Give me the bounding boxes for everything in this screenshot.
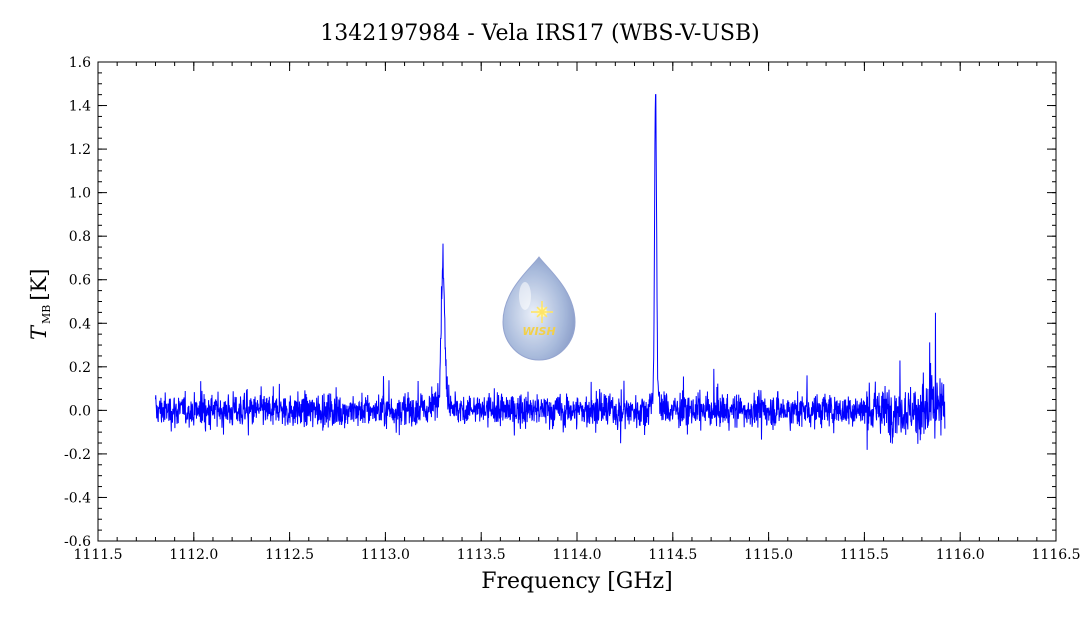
logo-star-ray (541, 311, 548, 318)
y-tick-label: 0.6 (69, 273, 91, 289)
y-axis-subscript: MB (40, 305, 53, 324)
y-axis-symbol: T (27, 324, 51, 340)
x-tick-label: 1111.5 (74, 547, 123, 563)
y-tick-label: -0.4 (64, 490, 91, 506)
x-tick-label: 1116.0 (936, 547, 985, 563)
y-tick-label: 0.4 (69, 316, 91, 332)
logo-star-ray (536, 311, 543, 318)
y-tick-label: 1.4 (69, 99, 91, 115)
x-tick-label: 1112.0 (169, 547, 218, 563)
logo-highlight (519, 282, 531, 310)
y-tick-label: 0.2 (69, 360, 91, 376)
y-axis-unit: [K] (27, 269, 51, 301)
axes: 1111.5 1112.0 1112.5 1113.0 1113.5 1114.0 1114… (64, 55, 1080, 563)
spectrum-line (154, 94, 946, 450)
logo-star-ray (536, 306, 543, 313)
x-tick-label: 1113.5 (457, 547, 506, 563)
plot-frame (97, 61, 1057, 542)
y-axis-label: TMB [K] (27, 269, 53, 340)
chart-title: 1342197984 - Vela IRS17 (WBS-V-USB) (320, 21, 759, 46)
x-tick-label: 1113.0 (361, 547, 410, 563)
y-tick-label: 1.6 (69, 55, 91, 71)
x-axis-label: Frequency [GHz] (481, 569, 673, 594)
y-tick-label: -0.6 (64, 534, 91, 550)
svg-text:TMB[K]: TMB [K] (27, 269, 53, 340)
x-tick-label: 1115.0 (744, 547, 793, 563)
x-tick-label: 1114.5 (648, 547, 697, 563)
x-tick-label: 1112.5 (265, 547, 314, 563)
y-tick-label: 0.8 (69, 229, 91, 245)
y-tick-label: 1.2 (69, 142, 91, 158)
y-tick-label: 0.0 (69, 403, 91, 419)
x-tick-label: 1116.5 (1032, 547, 1080, 563)
x-tick-label: 1114.0 (553, 547, 602, 563)
plot-area (154, 94, 946, 450)
logo-text: WISH (522, 325, 555, 338)
y-tick-label: -0.2 (64, 447, 91, 463)
logo-star-ray (541, 306, 548, 313)
x-tick-label: 1115.5 (840, 547, 889, 563)
wish-drop-logo: WISH (502, 256, 576, 361)
y-tick-label: 1.0 (69, 186, 91, 202)
